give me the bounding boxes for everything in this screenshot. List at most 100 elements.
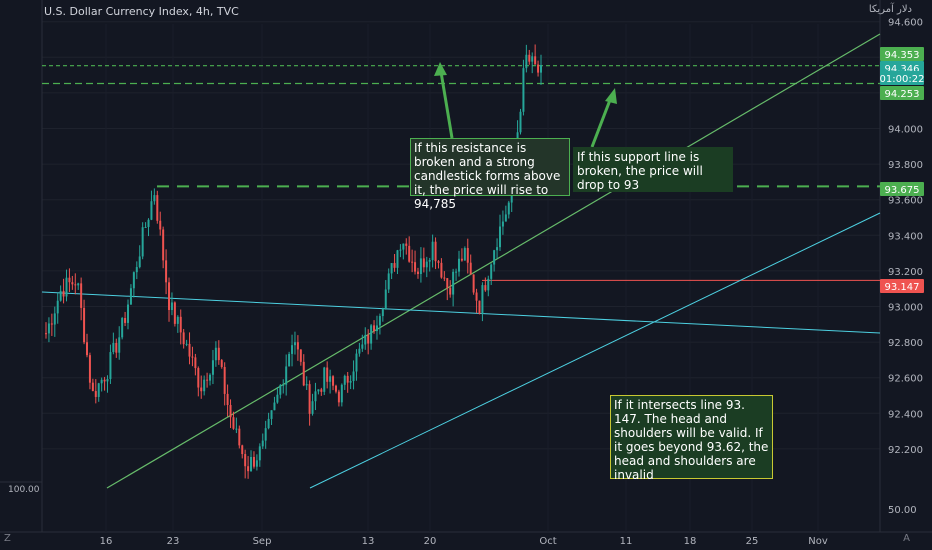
candle bbox=[241, 445, 244, 455]
candle bbox=[475, 292, 478, 301]
candle bbox=[367, 334, 370, 344]
candle bbox=[381, 308, 384, 317]
y-tick-label: 93.200 bbox=[888, 267, 923, 278]
candle bbox=[188, 343, 191, 357]
candle bbox=[165, 260, 168, 283]
candle bbox=[399, 249, 402, 251]
x-tick-label: 23 bbox=[167, 536, 180, 547]
candle bbox=[129, 288, 132, 305]
x-tick-label: 11 bbox=[620, 536, 633, 547]
candle bbox=[455, 271, 458, 273]
price-tag bbox=[880, 71, 924, 85]
candle bbox=[528, 54, 531, 62]
candle bbox=[91, 382, 94, 392]
candle bbox=[302, 361, 305, 386]
price-tag bbox=[880, 86, 924, 100]
candle bbox=[419, 258, 422, 274]
candle bbox=[334, 385, 337, 392]
candle bbox=[144, 226, 147, 228]
candle bbox=[86, 342, 89, 356]
x-tick-label: Sep bbox=[253, 536, 272, 547]
candle bbox=[83, 307, 86, 343]
candle bbox=[498, 226, 501, 248]
candle bbox=[74, 284, 77, 286]
candle bbox=[390, 263, 393, 274]
currency-label: دلار آمریکا bbox=[868, 4, 912, 15]
candle bbox=[493, 250, 496, 265]
y-tick-label: 92.600 bbox=[888, 374, 923, 385]
candle bbox=[217, 347, 220, 361]
candle bbox=[168, 282, 171, 311]
candle bbox=[504, 214, 507, 222]
candle bbox=[214, 347, 217, 361]
candle bbox=[150, 201, 153, 220]
candle bbox=[375, 325, 378, 332]
candle bbox=[291, 345, 294, 354]
candle bbox=[153, 195, 156, 202]
x-tick-label: 25 bbox=[746, 536, 759, 547]
head-shoulders-note[interactable]: If it intersects line 93. 147. The head … bbox=[610, 395, 773, 482]
candle bbox=[115, 342, 118, 353]
candle bbox=[247, 466, 250, 472]
support-note[interactable]: If this support line is broken, the pric… bbox=[573, 147, 733, 192]
candle bbox=[416, 271, 419, 274]
ascending-channel-line bbox=[309, 212, 881, 489]
candle bbox=[408, 245, 411, 262]
candle bbox=[378, 316, 381, 326]
y-tick-label: 93.000 bbox=[888, 303, 923, 314]
candle bbox=[203, 379, 206, 392]
left-scale-label: 100.00 bbox=[8, 485, 40, 495]
annotation-arrows bbox=[434, 62, 617, 148]
candle bbox=[226, 393, 229, 405]
resistance-arrow-shaft bbox=[439, 71, 454, 139]
candle bbox=[252, 456, 255, 467]
candle bbox=[97, 383, 100, 397]
price-tag bbox=[880, 279, 924, 293]
x-tick-label: 18 bbox=[684, 536, 697, 547]
candle bbox=[446, 278, 449, 288]
candle bbox=[162, 229, 165, 261]
a-label[interactable]: A bbox=[903, 533, 910, 544]
z-label[interactable]: Z bbox=[4, 533, 11, 544]
candle bbox=[261, 440, 264, 447]
candle bbox=[422, 258, 425, 268]
candle bbox=[106, 379, 109, 382]
candle bbox=[311, 401, 314, 414]
resistance-note[interactable]: If this resistance is broken and a stron… bbox=[410, 138, 570, 211]
y-tick-label: 92.400 bbox=[888, 409, 923, 420]
time-axis[interactable]: 16 23 Sep 13 20 Oct 11 18 25 Nov bbox=[100, 536, 828, 547]
candle bbox=[47, 323, 50, 334]
candle bbox=[437, 261, 440, 263]
candle bbox=[387, 273, 390, 290]
candle bbox=[332, 376, 335, 386]
candle bbox=[343, 375, 346, 385]
candle bbox=[141, 227, 144, 257]
candle bbox=[540, 65, 542, 73]
price-tag bbox=[880, 182, 924, 196]
candle bbox=[364, 334, 367, 345]
candle bbox=[279, 385, 282, 395]
candle bbox=[501, 221, 504, 227]
candle bbox=[531, 56, 534, 62]
x-tick-label: 20 bbox=[424, 536, 437, 547]
candle bbox=[200, 387, 203, 392]
candle bbox=[457, 258, 460, 272]
x-tick-label: 16 bbox=[100, 536, 113, 547]
support-arrow-head bbox=[605, 88, 617, 104]
resistance-arrow-head bbox=[434, 62, 447, 76]
candle bbox=[340, 384, 343, 403]
candle bbox=[232, 417, 235, 429]
candle bbox=[68, 277, 71, 283]
candle bbox=[466, 248, 469, 263]
grid-lines bbox=[0, 0, 932, 533]
price-tag-text: 01:00:22 bbox=[880, 74, 925, 85]
candle bbox=[370, 325, 373, 344]
candle bbox=[127, 304, 130, 323]
right-scale-label: 50.00 bbox=[888, 505, 917, 516]
candle bbox=[525, 54, 528, 69]
candle bbox=[250, 456, 253, 472]
candle bbox=[305, 384, 308, 386]
candle bbox=[496, 247, 499, 251]
candle bbox=[519, 111, 522, 133]
